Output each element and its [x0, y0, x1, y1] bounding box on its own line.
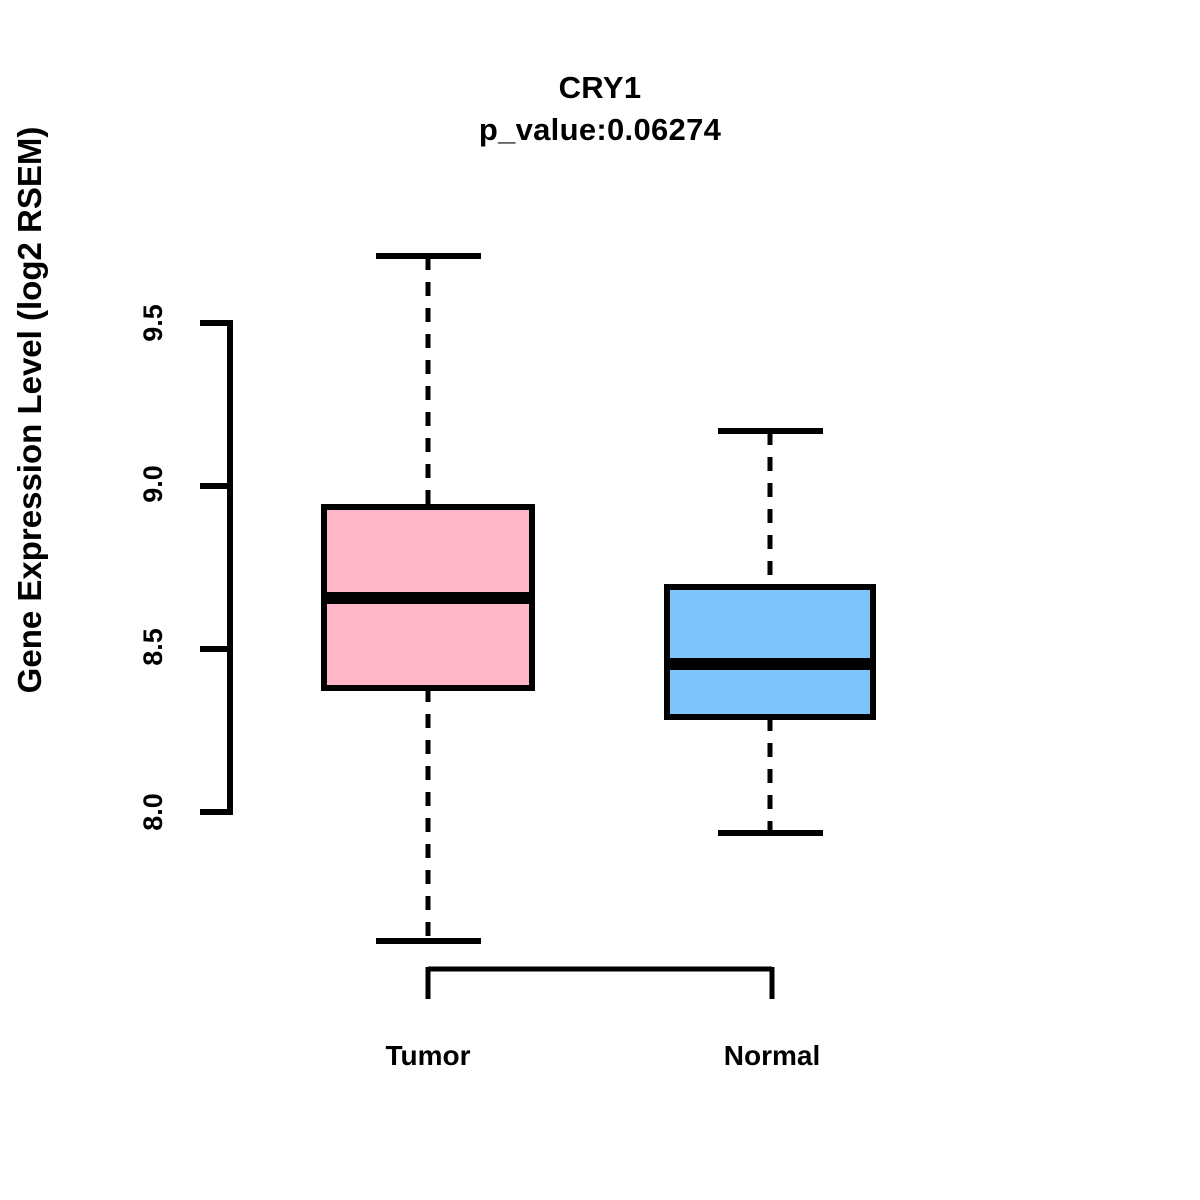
box-rect-normal — [664, 584, 876, 720]
box-tumor — [321, 253, 535, 944]
y-axis — [200, 320, 233, 815]
box-normal — [664, 428, 876, 836]
x-axis — [425, 966, 775, 999]
